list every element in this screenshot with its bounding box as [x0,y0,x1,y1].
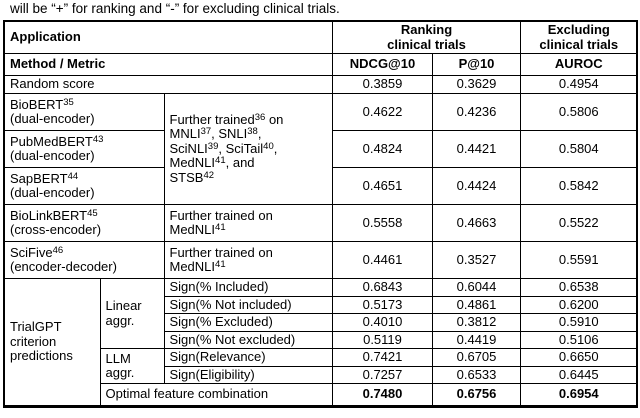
feature-excluded: Sign(% Excluded) [163,313,333,332]
optimal-label: Optimal feature combination [99,383,333,407]
table-row-sign-relevance: LLM aggr. Sign(Relevance) 0.7421 0.6705 … [4,348,638,384]
shared-training-cell: Further trained36 on MNLI37, SNLI38, Sci… [163,93,333,205]
biobert-ndcg: 0.4622 [331,93,433,131]
model-name-biolinkbert: BioLinkBERT45 (cross-encoder) [3,204,165,242]
header-method-metric: Method / Metric [3,53,333,76]
table-row-random: Random score 0.3859 0.3629 0.4954 [3,75,638,94]
table-row-pubmedbert: PubMedBERT43 (dual-encoder) 0.4824 0.442… [3,130,638,168]
table-row-sign-eligibility: Sign(Eligibility) 0.7257 0.6533 0.6445 [4,365,638,384]
feature-not-excluded: Sign(% Not excluded) [163,330,333,349]
scifive-ndcg: 0.4461 [331,241,433,279]
random-p10: 0.3629 [431,75,521,94]
table-row-optimal: Optimal feature combination 0.7480 0.675… [4,383,638,407]
random-ndcg: 0.3859 [331,75,433,94]
biolinkbert-training: Further trained on MedNLI41 [163,204,333,242]
feature-included: Sign(% Included) [163,278,333,297]
header-metric-p10: P@10 [431,53,521,76]
pubmedbert-ndcg: 0.4824 [331,130,433,168]
table-row-sign-not-included: Sign(% Not included) 0.5173 0.4861 0.620… [4,295,638,314]
trialgpt-label: TrialGPT criterion predictions [3,278,101,407]
model-name-sapbert: SapBERT44 (dual-encoder) [3,167,165,205]
table-row-biolinkbert: BioLinkBERT45 (cross-encoder) Further tr… [3,204,638,242]
included-auroc: 0.6538 [519,278,638,297]
model-name-pubmedbert: PubMedBERT43 (dual-encoder) [3,130,165,168]
not-included-p10: 0.4861 [431,295,521,314]
biobert-auroc: 0.5806 [519,93,638,131]
pubmedbert-auroc: 0.5804 [519,130,638,168]
excluded-p10: 0.3812 [431,313,521,332]
biobert-p10: 0.4236 [431,93,521,131]
header-metric-auroc: AUROC [519,53,638,76]
biolinkbert-p10: 0.4663 [431,204,521,242]
eligibility-ndcg: 0.7257 [331,365,433,384]
sapbert-auroc: 0.5842 [519,167,638,205]
table-row-sign-excluded: Sign(% Excluded) 0.4010 0.3812 0.5910 [4,313,638,332]
relevance-auroc: 0.6650 [519,348,638,367]
optimal-auroc: 0.6954 [519,383,638,407]
included-p10: 0.6044 [431,278,521,297]
results-table: Application Ranking clinical trials Excl… [3,20,639,408]
scifive-auroc: 0.5591 [519,241,638,279]
optimal-ndcg: 0.7480 [331,383,433,407]
random-label: Random score [3,75,333,94]
not-included-ndcg: 0.5173 [331,295,433,314]
linear-aggr-label: Linear aggr. [99,278,165,349]
model-name-scifive: SciFive46 (encoder-decoder) [3,241,165,279]
feature-relevance: Sign(Relevance) [163,348,333,367]
feature-eligibility: Sign(Eligibility) [163,365,333,384]
not-included-auroc: 0.6200 [519,295,638,314]
optimal-p10: 0.6756 [431,383,521,407]
model-name-biobert: BioBERT35 (dual-encoder) [3,93,165,131]
table-row-sign-included: TrialGPT criterion predictions Linear ag… [3,278,638,407]
excluded-auroc: 0.5910 [519,313,638,332]
scifive-training: Further trained on MedNLI41 [163,241,333,279]
eligibility-auroc: 0.6445 [519,365,638,384]
header-metric-ndcg: NDCG@10 [331,53,433,76]
relevance-ndcg: 0.7421 [331,348,433,367]
excluded-ndcg: 0.4010 [331,313,433,332]
scifive-p10: 0.3527 [431,241,521,279]
header-ranking-group: Ranking clinical trials [331,20,521,54]
table-row-header-groups: Application Ranking clinical trials Excl… [3,20,638,54]
header-excluding-group: Excluding clinical trials [519,20,638,54]
not-excluded-ndcg: 0.5119 [331,330,433,349]
sapbert-p10: 0.4424 [431,167,521,205]
pubmedbert-p10: 0.4421 [431,130,521,168]
table-row-header-metrics: Method / Metric NDCG@10 P@10 AUROC [3,53,638,76]
sapbert-ndcg: 0.4651 [331,167,433,205]
feature-not-included: Sign(% Not included) [163,295,333,314]
header-application: Application [3,20,333,54]
table-row-biobert: BioBERT35 (dual-encoder) Further trained… [3,93,638,205]
random-auroc: 0.4954 [519,75,638,94]
not-excluded-p10: 0.4419 [431,330,521,349]
included-ndcg: 0.6843 [331,278,433,297]
table-row-scifive: SciFive46 (encoder-decoder) Further trai… [3,241,638,279]
biolinkbert-ndcg: 0.5558 [331,204,433,242]
relevance-p10: 0.6705 [431,348,521,367]
biolinkbert-auroc: 0.5522 [519,204,638,242]
caption-text: will be “+” for ranking and “-” for excl… [10,1,340,16]
llm-aggr-label: LLM aggr. [99,348,165,384]
eligibility-p10: 0.6533 [431,365,521,384]
not-excluded-auroc: 0.5106 [519,330,638,349]
